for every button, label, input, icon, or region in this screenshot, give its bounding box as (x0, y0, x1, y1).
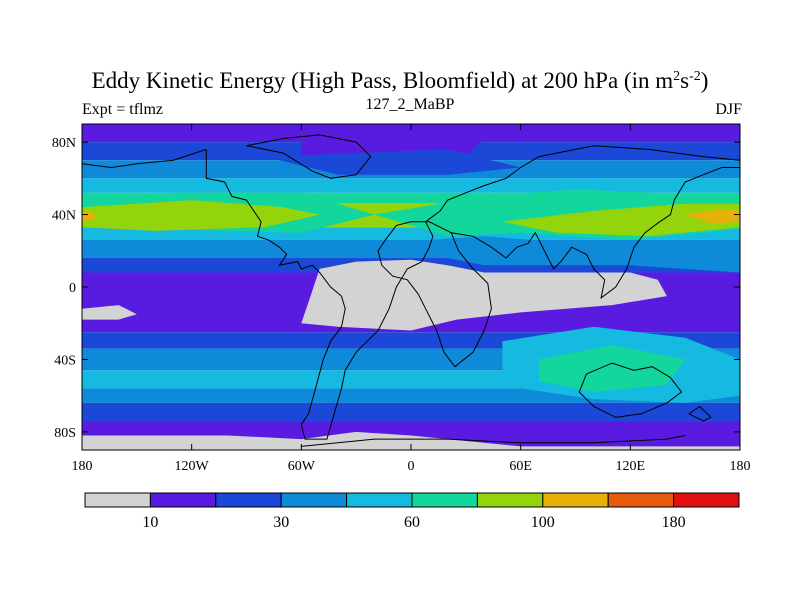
chart-title: Eddy Kinetic Energy (High Pass, Bloomfie… (0, 67, 800, 95)
eke-patch-1 (264, 149, 521, 175)
title-mid: s (680, 68, 690, 93)
x-tick-label-3: 0 (408, 459, 415, 474)
colorbar: 10 30 60 100 180 (84, 492, 740, 531)
coastline-7 (301, 435, 686, 447)
colorbar-swatch-4 (346, 492, 413, 508)
y-tick-label-0: 80N (52, 136, 76, 151)
colorbar-swatch-6 (476, 492, 544, 508)
colorbar-swatch-1 (149, 492, 217, 508)
coastline-1 (82, 148, 207, 169)
coastline-0 (205, 145, 740, 440)
coastline-4 (377, 221, 492, 368)
x-tick-label-6: 180 (730, 459, 751, 474)
title-main: Eddy Kinetic Energy (High Pass, Bloomfie… (91, 68, 674, 93)
coastline-6 (688, 405, 712, 422)
colorbar-swatch-9 (673, 492, 740, 508)
eke-patch-3 (82, 200, 320, 231)
eke-band-14 (82, 402, 740, 422)
title-sup-2: -2 (689, 69, 701, 84)
eke-band-4 (82, 192, 740, 204)
colorbar-swatch-8 (607, 492, 675, 508)
eke-patch-8 (374, 236, 740, 273)
colorbar-swatch-3 (280, 492, 348, 508)
colorbar-label-0: 10 (142, 514, 158, 531)
title-sup-1: 2 (673, 69, 681, 84)
center-subtitle: 127_2_MaBP (365, 96, 455, 113)
colorbar-label-2: 60 (404, 514, 420, 531)
coastline-layer (82, 134, 740, 447)
y-tick-label-3: 40S (54, 353, 76, 368)
y-tick-label-4: 80S (54, 426, 76, 441)
colorbar-label-3: 100 (531, 514, 555, 531)
coastline-5 (578, 362, 683, 418)
title-end: ) (700, 68, 709, 93)
colorbar-swatch-5 (411, 492, 478, 508)
axis-layer: 180 120W 60W 0 60E 120E 180 80N 40N 0 40S 80S (52, 124, 751, 474)
eke-patch-7 (685, 209, 740, 224)
eke-patch-12 (538, 345, 686, 392)
x-tick-label-1: 120W (175, 459, 210, 474)
x-tick-label-5: 120E (616, 459, 646, 474)
left-subtitle: Expt = tflmz (82, 101, 164, 118)
y-tick-label-2: 0 (69, 281, 76, 296)
colorbar-label-4: 180 (662, 514, 686, 531)
coastline-2 (246, 134, 372, 179)
x-tick-label-2: 60W (288, 459, 316, 474)
eke-patch-10 (301, 259, 667, 331)
plot-area (82, 124, 740, 450)
eke-patch-13 (82, 431, 740, 450)
colorbar-label-1: 30 (273, 514, 289, 531)
eke-patch-9 (82, 305, 137, 320)
eke-patch-4 (82, 210, 97, 222)
y-tick-label-1: 40N (52, 209, 76, 224)
right-subtitle: DJF (715, 101, 742, 118)
colorbar-swatch-0 (84, 492, 151, 508)
coastline-3 (451, 167, 740, 300)
x-tick-label-0: 180 (72, 459, 93, 474)
colorbar-swatch-7 (542, 492, 609, 508)
x-tick-label-4: 60E (509, 459, 532, 474)
eke-band-3 (82, 178, 740, 193)
colorbar-swatch-2 (215, 492, 282, 508)
eke-patch-6 (502, 203, 740, 237)
